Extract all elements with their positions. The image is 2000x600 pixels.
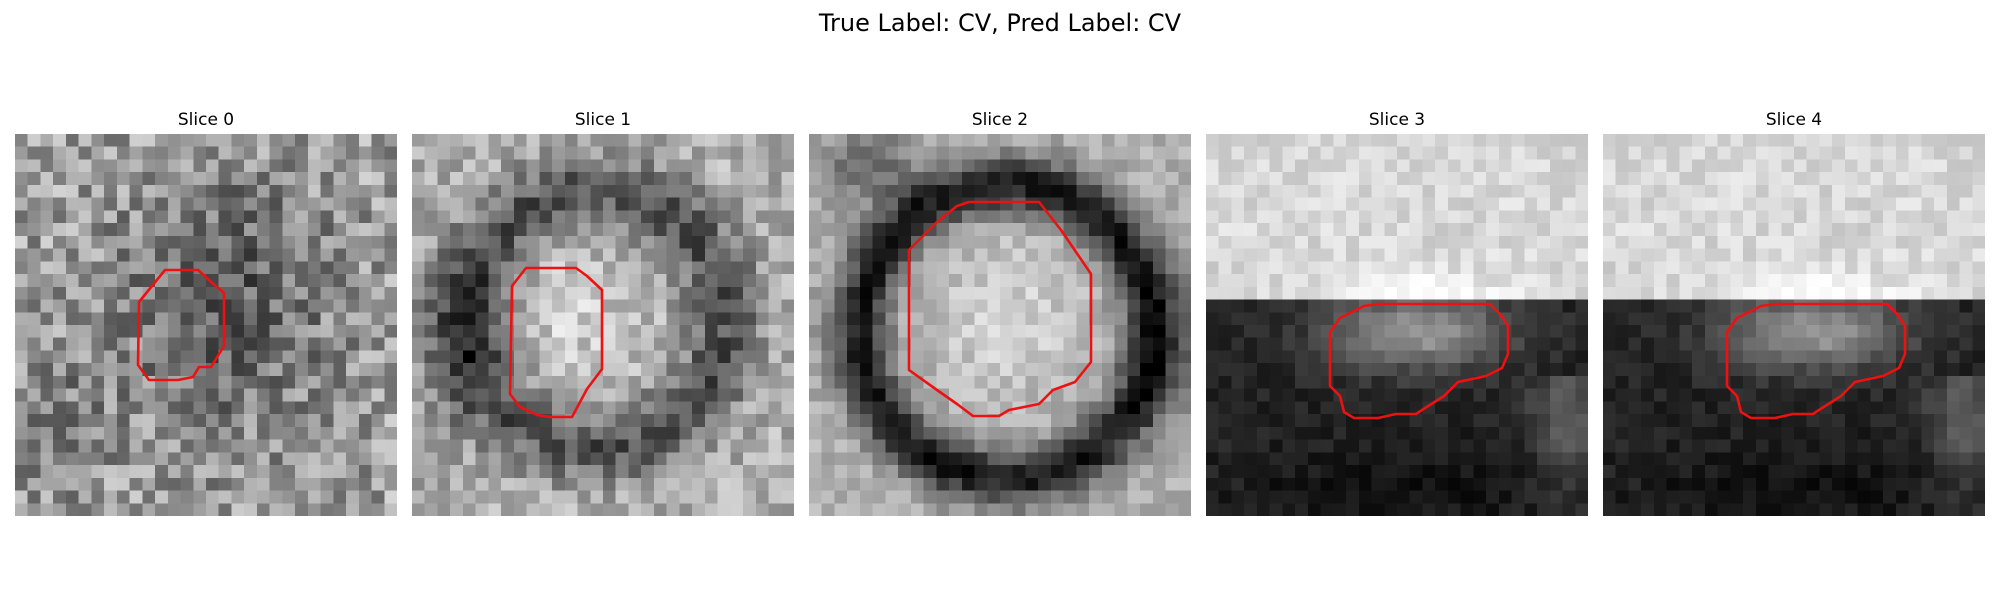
slice-4-overlay [1725, 302, 1907, 420]
slice-4-title: Slice 4 [1765, 110, 1823, 130]
slice-4-contour [1725, 302, 1907, 420]
slice-2-canvas [809, 134, 1191, 516]
slice-3-canvas [1206, 134, 1588, 516]
slice-2-title: Slice 2 [971, 110, 1029, 130]
slice-1-title: Slice 1 [574, 110, 632, 130]
figure-title: True Label: CV, Pred Label: CV [818, 9, 1182, 37]
slice-2-image [809, 134, 1191, 516]
slice-0-overlay [136, 268, 226, 382]
slice-3-overlay [1328, 302, 1510, 420]
slice-3-contour [1328, 302, 1510, 420]
slice-1-contour [508, 266, 604, 419]
slice-2-overlay [907, 200, 1093, 418]
slice-3-image [1206, 134, 1588, 516]
slice-0-contour [136, 268, 226, 382]
slice-4-canvas [1603, 134, 1985, 516]
slice-4-image [1603, 134, 1985, 516]
slice-0-title: Slice 0 [177, 110, 235, 130]
slice-3-title: Slice 3 [1368, 110, 1426, 130]
slice-0-image [15, 134, 397, 516]
slice-2-contour [907, 200, 1093, 418]
slice-1-overlay [508, 266, 604, 419]
slice-1-image [412, 134, 794, 516]
slice-0-canvas [15, 134, 397, 516]
